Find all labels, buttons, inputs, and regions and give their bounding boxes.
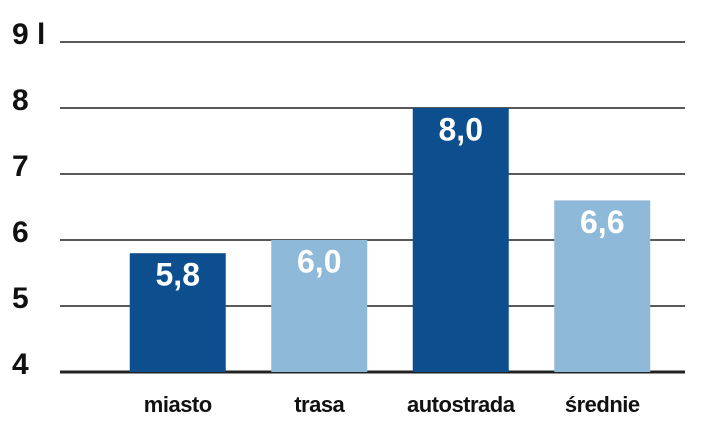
bar bbox=[412, 108, 509, 372]
x-tick-label: miasto bbox=[144, 392, 212, 417]
value-label: 5,8 bbox=[156, 257, 200, 293]
bar bbox=[554, 200, 651, 372]
x-tick-label: trasa bbox=[294, 392, 345, 417]
value-label: 8,0 bbox=[439, 111, 483, 147]
y-tick-label: 4 bbox=[12, 348, 29, 381]
y-tick-label: 6 bbox=[12, 216, 29, 249]
bar bbox=[129, 253, 226, 372]
x-tick-label: autostrada bbox=[407, 392, 516, 417]
y-tick-label: 8 bbox=[12, 84, 29, 117]
value-label: 6,0 bbox=[297, 243, 341, 279]
x-tick-label: średnie bbox=[565, 392, 640, 417]
y-tick-label: 5 bbox=[12, 282, 29, 315]
y-tick-label: 7 bbox=[12, 150, 29, 183]
y-tick-label: 9 l bbox=[12, 18, 45, 51]
bar bbox=[271, 240, 368, 372]
value-label: 6,6 bbox=[580, 204, 624, 240]
